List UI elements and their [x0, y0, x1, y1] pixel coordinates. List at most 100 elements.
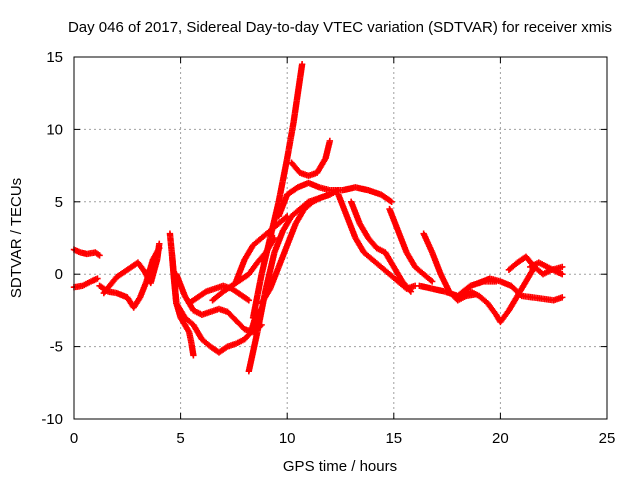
data-point-run: [173, 301, 188, 320]
data-point-run: [314, 156, 328, 175]
y-tick-label: 5: [55, 194, 63, 211]
data-point: [326, 137, 334, 145]
data-point-run: [182, 323, 192, 334]
data-point-run: [460, 289, 473, 299]
series-track-16: [335, 191, 419, 292]
x-tick-label: 15: [385, 430, 402, 447]
data-point-run: [135, 260, 147, 274]
data-point-run: [498, 308, 512, 324]
data-point-run: [276, 192, 290, 218]
plot-frame: [73, 56, 608, 420]
data-point-run: [386, 207, 401, 233]
data-point-run: [225, 309, 239, 323]
data-point-run: [456, 293, 468, 303]
data-point-run: [395, 229, 410, 255]
data-point: [559, 294, 566, 301]
data-point-run: [191, 323, 205, 342]
data-point-run: [507, 260, 520, 272]
data-point-run: [173, 272, 188, 298]
data-point-run: [131, 295, 143, 310]
data-point-run: [370, 257, 383, 269]
data-point-run: [297, 62, 306, 81]
data-point-run: [391, 265, 405, 284]
data-point-run: [246, 260, 260, 276]
data-point-run: [289, 160, 303, 175]
data-point-run: [195, 289, 208, 300]
data-point-run: [362, 250, 375, 262]
x-tick-label: 0: [70, 430, 78, 447]
x-tick-label: 10: [279, 430, 296, 447]
grid: [74, 57, 607, 419]
data-point-run: [311, 195, 323, 205]
data-point: [407, 288, 415, 295]
data-point-run: [298, 199, 311, 212]
data-point-run: [258, 236, 273, 276]
data-point-run: [238, 292, 251, 303]
data-point-run: [541, 267, 554, 277]
data-point: [96, 252, 103, 259]
data-point-run: [217, 344, 230, 355]
y-tick-label: -10: [41, 411, 63, 428]
data-point-run: [250, 272, 265, 320]
data-point-run: [438, 272, 452, 294]
data-point-run: [233, 258, 248, 284]
data-point-run: [284, 120, 297, 160]
data-point-run: [259, 286, 273, 305]
x-tick-label: 20: [492, 430, 509, 447]
data-point-run: [421, 232, 435, 255]
data-point-run: [335, 192, 350, 218]
data-point-run: [183, 315, 196, 327]
data-point-run: [509, 283, 524, 298]
y-tick-label: 0: [55, 266, 63, 283]
series-track-04: [100, 240, 163, 297]
data-point-run: [382, 250, 397, 269]
data-point-run: [234, 318, 247, 332]
data-point-run: [302, 199, 315, 212]
data-point-run: [485, 301, 499, 317]
data-point-run: [528, 260, 541, 270]
data-point: [298, 61, 306, 68]
data-point-run: [210, 289, 226, 303]
data-point-run: [93, 250, 102, 258]
series-track-07: [173, 271, 265, 336]
data-point-run: [477, 293, 490, 306]
data-point-run: [275, 156, 291, 204]
data-point-run: [267, 200, 282, 240]
data-point-run: [290, 77, 303, 124]
data-point-run: [357, 221, 371, 240]
data-point-run: [245, 330, 261, 373]
data-point-run: [114, 266, 132, 280]
data-point-run: [81, 279, 93, 289]
y-tick-label: 15: [46, 49, 63, 66]
series-track-24: [527, 259, 566, 278]
data-point-run: [537, 260, 549, 270]
data-point-run: [147, 258, 160, 285]
data-point-run: [366, 236, 379, 251]
data-series: [70, 61, 566, 375]
data-point-run: [276, 214, 289, 226]
data-point-run: [293, 207, 307, 226]
data-point-run: [242, 243, 256, 262]
data-point-run: [251, 236, 264, 248]
data-point-run: [187, 295, 200, 306]
data-point-run: [280, 214, 294, 233]
data-point-run: [353, 236, 367, 255]
series-track-12: [249, 61, 306, 321]
data-point-run: [400, 279, 413, 294]
data-point-run: [166, 232, 176, 257]
series-track-22: [475, 275, 566, 304]
data-point-run: [545, 264, 558, 274]
data-point: [428, 278, 436, 285]
series-track-13: [258, 187, 342, 307]
data-point-run: [348, 200, 363, 226]
data-point: [245, 297, 253, 304]
data-point: [190, 352, 197, 359]
data-point: [559, 271, 566, 278]
series-track-10: [232, 213, 291, 285]
data-point-run: [375, 245, 387, 255]
data-point-run: [101, 275, 119, 295]
chart-title: Day 046 of 2017, Sidereal Day-to-day VTE…: [68, 19, 612, 36]
data-point-run: [429, 250, 444, 276]
data-point-run: [469, 289, 481, 299]
